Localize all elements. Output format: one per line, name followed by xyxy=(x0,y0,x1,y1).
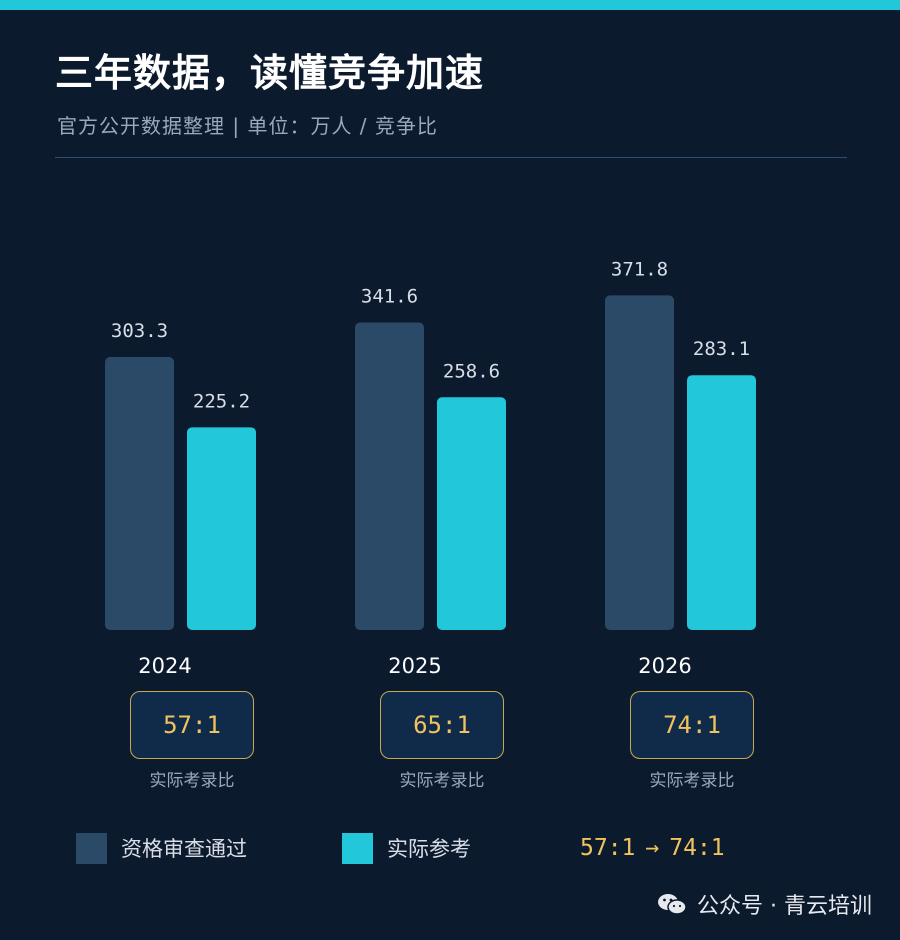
value-label-qualified-2024: 303.3 xyxy=(111,320,168,342)
legend-label-qualified: 资格审查通过 xyxy=(121,837,247,861)
bar-actual-2025 xyxy=(437,397,506,630)
bar-chart: 303.3 225.2 2024 341.6 258.6 2025 371.8 283.1 20… xyxy=(105,258,756,678)
legend-swatch-actual xyxy=(342,833,373,864)
ratio-box-2024: 57:1 xyxy=(130,691,254,759)
x-tick-label-2024: 2024 xyxy=(138,654,191,678)
ratio-trend: 57:1 → 74:1 xyxy=(580,835,725,861)
page-title: 三年数据，读懂竞争加速 xyxy=(55,51,485,95)
value-label-qualified-2025: 341.6 xyxy=(361,286,418,308)
wechat-icon xyxy=(658,894,687,915)
ratio-value-2024: 57:1 xyxy=(163,711,221,739)
bar-qualified-2026 xyxy=(605,295,674,630)
trend-arrow: → xyxy=(645,835,660,861)
top-accent-bar xyxy=(0,0,900,10)
value-label-actual-2024: 225.2 xyxy=(193,390,250,412)
x-tick-label-2025: 2025 xyxy=(388,654,441,678)
ratio-box-2026: 74:1 xyxy=(630,691,754,759)
trend-from: 57:1 xyxy=(580,835,636,861)
value-label-actual-2026: 283.1 xyxy=(693,338,750,360)
legend-label-actual: 实际参考 xyxy=(387,837,471,861)
value-label-qualified-2026: 371.8 xyxy=(611,258,668,280)
page-subtitle: 官方公开数据整理 | 单位：万人 / 竞争比 xyxy=(57,114,438,138)
header-divider xyxy=(55,157,847,158)
legend-swatch-qualified xyxy=(76,833,107,864)
ratio-box-2025: 65:1 xyxy=(380,691,504,759)
ratio-label-2026: 实际考录比 xyxy=(649,771,735,791)
ratio-value-2025: 65:1 xyxy=(413,711,471,739)
bar-qualified-2025 xyxy=(355,322,424,630)
bar-actual-2024 xyxy=(187,427,256,630)
value-label-actual-2025: 258.6 xyxy=(443,360,500,382)
ratio-label-2024: 实际考录比 xyxy=(149,771,235,791)
watermark-text: 公众号 · 青云培训 xyxy=(697,894,872,919)
watermark: 公众号 · 青云培训 xyxy=(657,888,872,920)
bar-actual-2026 xyxy=(687,375,756,630)
ratio-value-2026: 74:1 xyxy=(663,711,721,739)
x-tick-label-2026: 2026 xyxy=(638,654,691,678)
ratio-label-2025: 实际考录比 xyxy=(399,771,485,791)
trend-to: 74:1 xyxy=(669,835,725,861)
bar-qualified-2024 xyxy=(105,357,174,630)
